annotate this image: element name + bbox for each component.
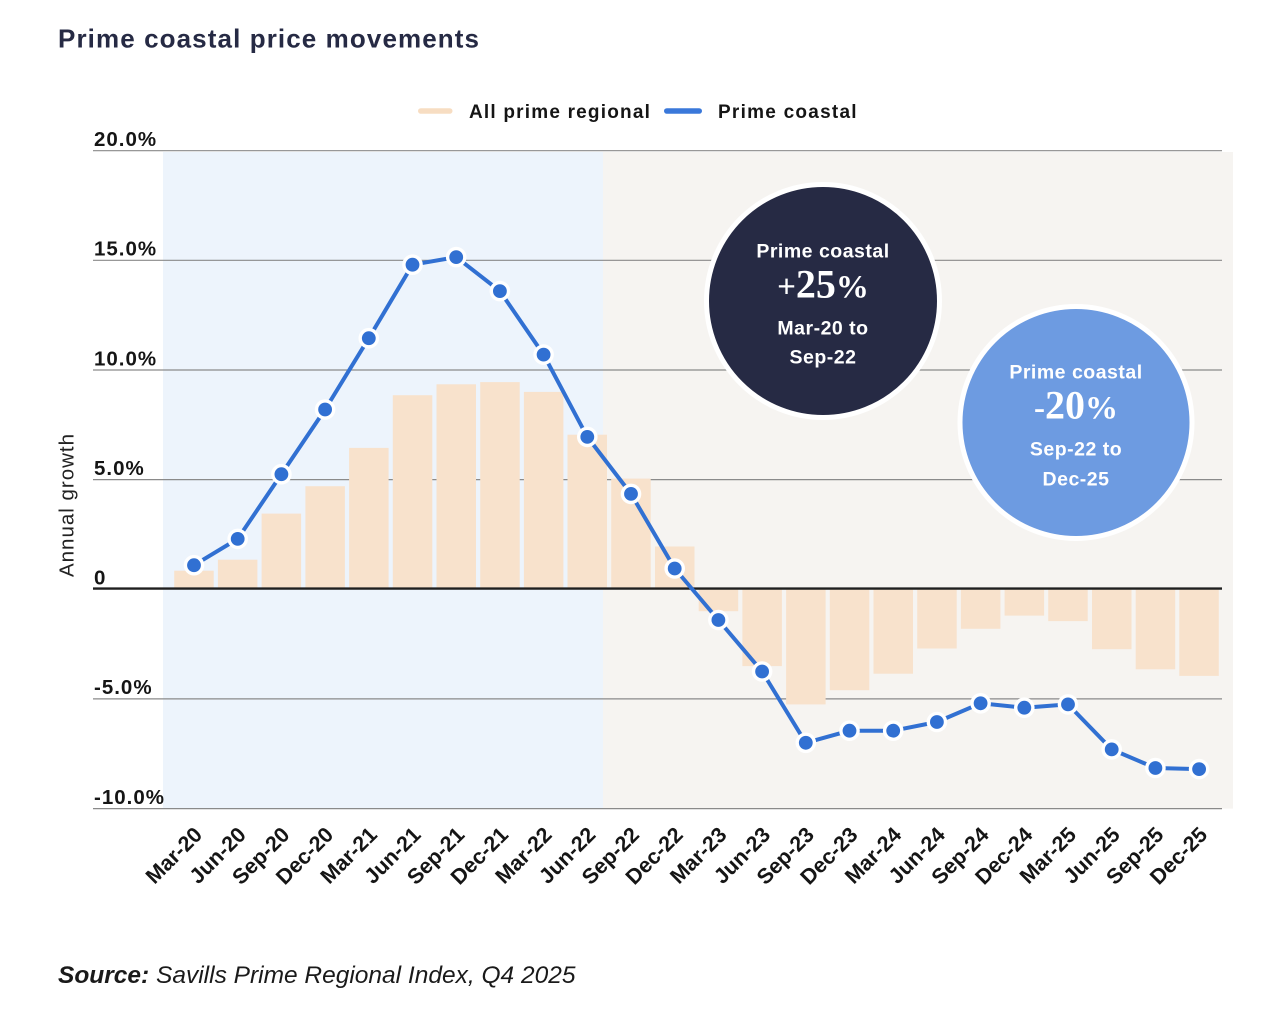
svg-text:Prime coastal: Prime coastal xyxy=(756,241,889,263)
svg-text:Mar-20 to: Mar-20 to xyxy=(777,318,868,340)
svg-text:20.0%: 20.0% xyxy=(94,128,157,151)
svg-text:Source: Savills Prime Regional: Source: Savills Prime Regional Index, Q4… xyxy=(58,962,576,989)
svg-text:-10.0%: -10.0% xyxy=(94,786,165,809)
svg-text:15.0%: 15.0% xyxy=(94,238,157,261)
svg-text:Prime coastal price movements: Prime coastal price movements xyxy=(58,24,480,54)
svg-text:Sep-22: Sep-22 xyxy=(790,347,857,369)
svg-text:Prime coastal: Prime coastal xyxy=(1009,362,1142,384)
svg-text:Sep-22 to: Sep-22 to xyxy=(1030,439,1122,461)
svg-text:5.0%: 5.0% xyxy=(94,457,145,480)
svg-text:Annual growth: Annual growth xyxy=(56,433,79,577)
svg-text:Dec-25: Dec-25 xyxy=(1043,469,1110,491)
svg-text:-20%: -20% xyxy=(1034,383,1118,428)
svg-text:All prime regional: All prime regional xyxy=(469,102,651,123)
svg-text:+25%: +25% xyxy=(777,262,869,307)
svg-text:10.0%: 10.0% xyxy=(94,347,157,370)
svg-text:Prime coastal: Prime coastal xyxy=(718,102,858,123)
svg-text:-5.0%: -5.0% xyxy=(94,676,153,699)
svg-text:0: 0 xyxy=(94,567,106,590)
